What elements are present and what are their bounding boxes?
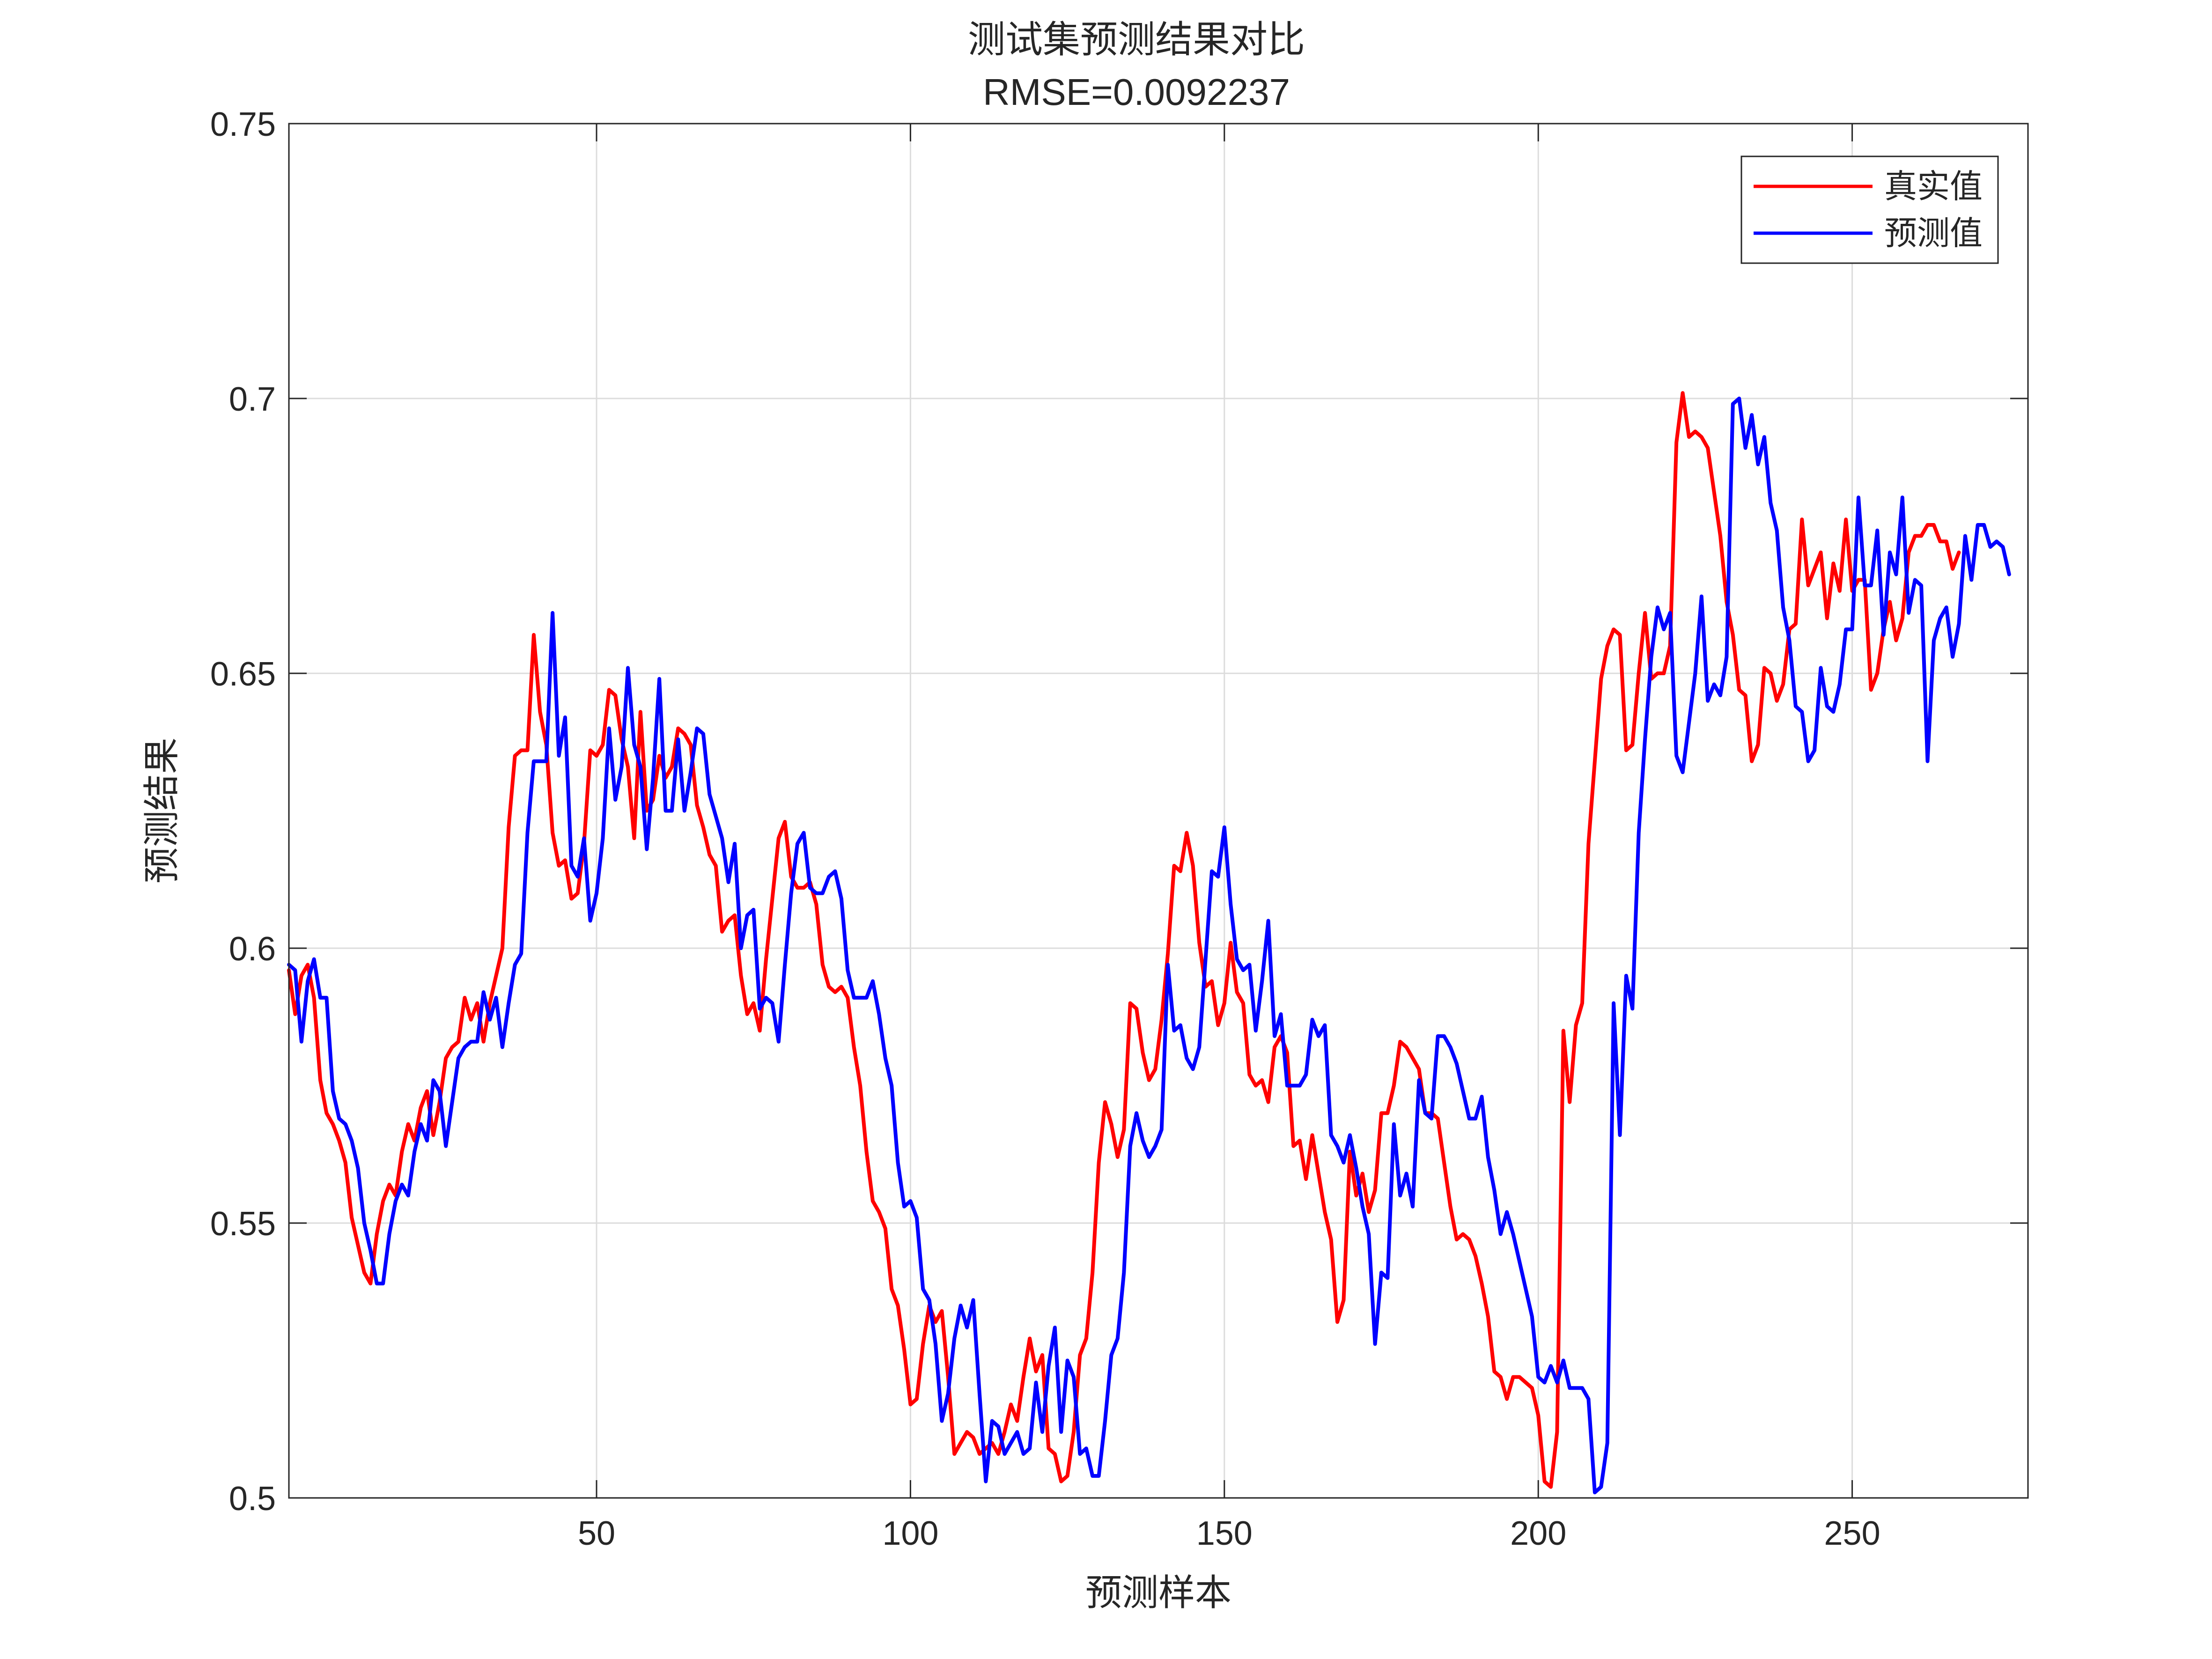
legend: 真实值 预测值: [1740, 155, 1999, 264]
y-tick-label: 0.5: [229, 1480, 276, 1518]
x-tick-label: 200: [1510, 1515, 1566, 1552]
plot-frame: [288, 123, 2029, 1499]
legend-label-true: 真实值: [1884, 168, 1983, 205]
chart-subtitle: RMSE=0.0092237: [983, 71, 1290, 113]
x-tick-label: 250: [1824, 1515, 1880, 1552]
plot-area: [289, 124, 2028, 1498]
y-tick-label: 0.7: [229, 381, 276, 418]
series-line-true: [287, 391, 1961, 1489]
series-lines: [287, 391, 2011, 1495]
y-tick-label: 0.75: [210, 106, 276, 143]
legend-box: [1740, 155, 1999, 264]
x-tick-label: 100: [882, 1515, 938, 1552]
x-tick-label: 50: [578, 1515, 615, 1552]
y-tick-label: 0.55: [210, 1205, 276, 1243]
y-tick-label: 0.65: [210, 656, 276, 693]
legend-label-predicted: 预测值: [1884, 215, 1983, 251]
axis-ticks: 50 100 150 200 250 0.5 0.55 0.6 0.65 0.7 0.75: [210, 106, 2028, 1552]
y-axis-label: 预测结果: [141, 737, 182, 884]
series-line-predicted: [287, 397, 2011, 1495]
x-axis-label: 预测样本: [1085, 1572, 1231, 1613]
x-tick-label: 150: [1196, 1515, 1253, 1552]
chart-title: 测试集预测结果对比: [968, 19, 1305, 60]
y-tick-label: 0.6: [229, 930, 276, 968]
